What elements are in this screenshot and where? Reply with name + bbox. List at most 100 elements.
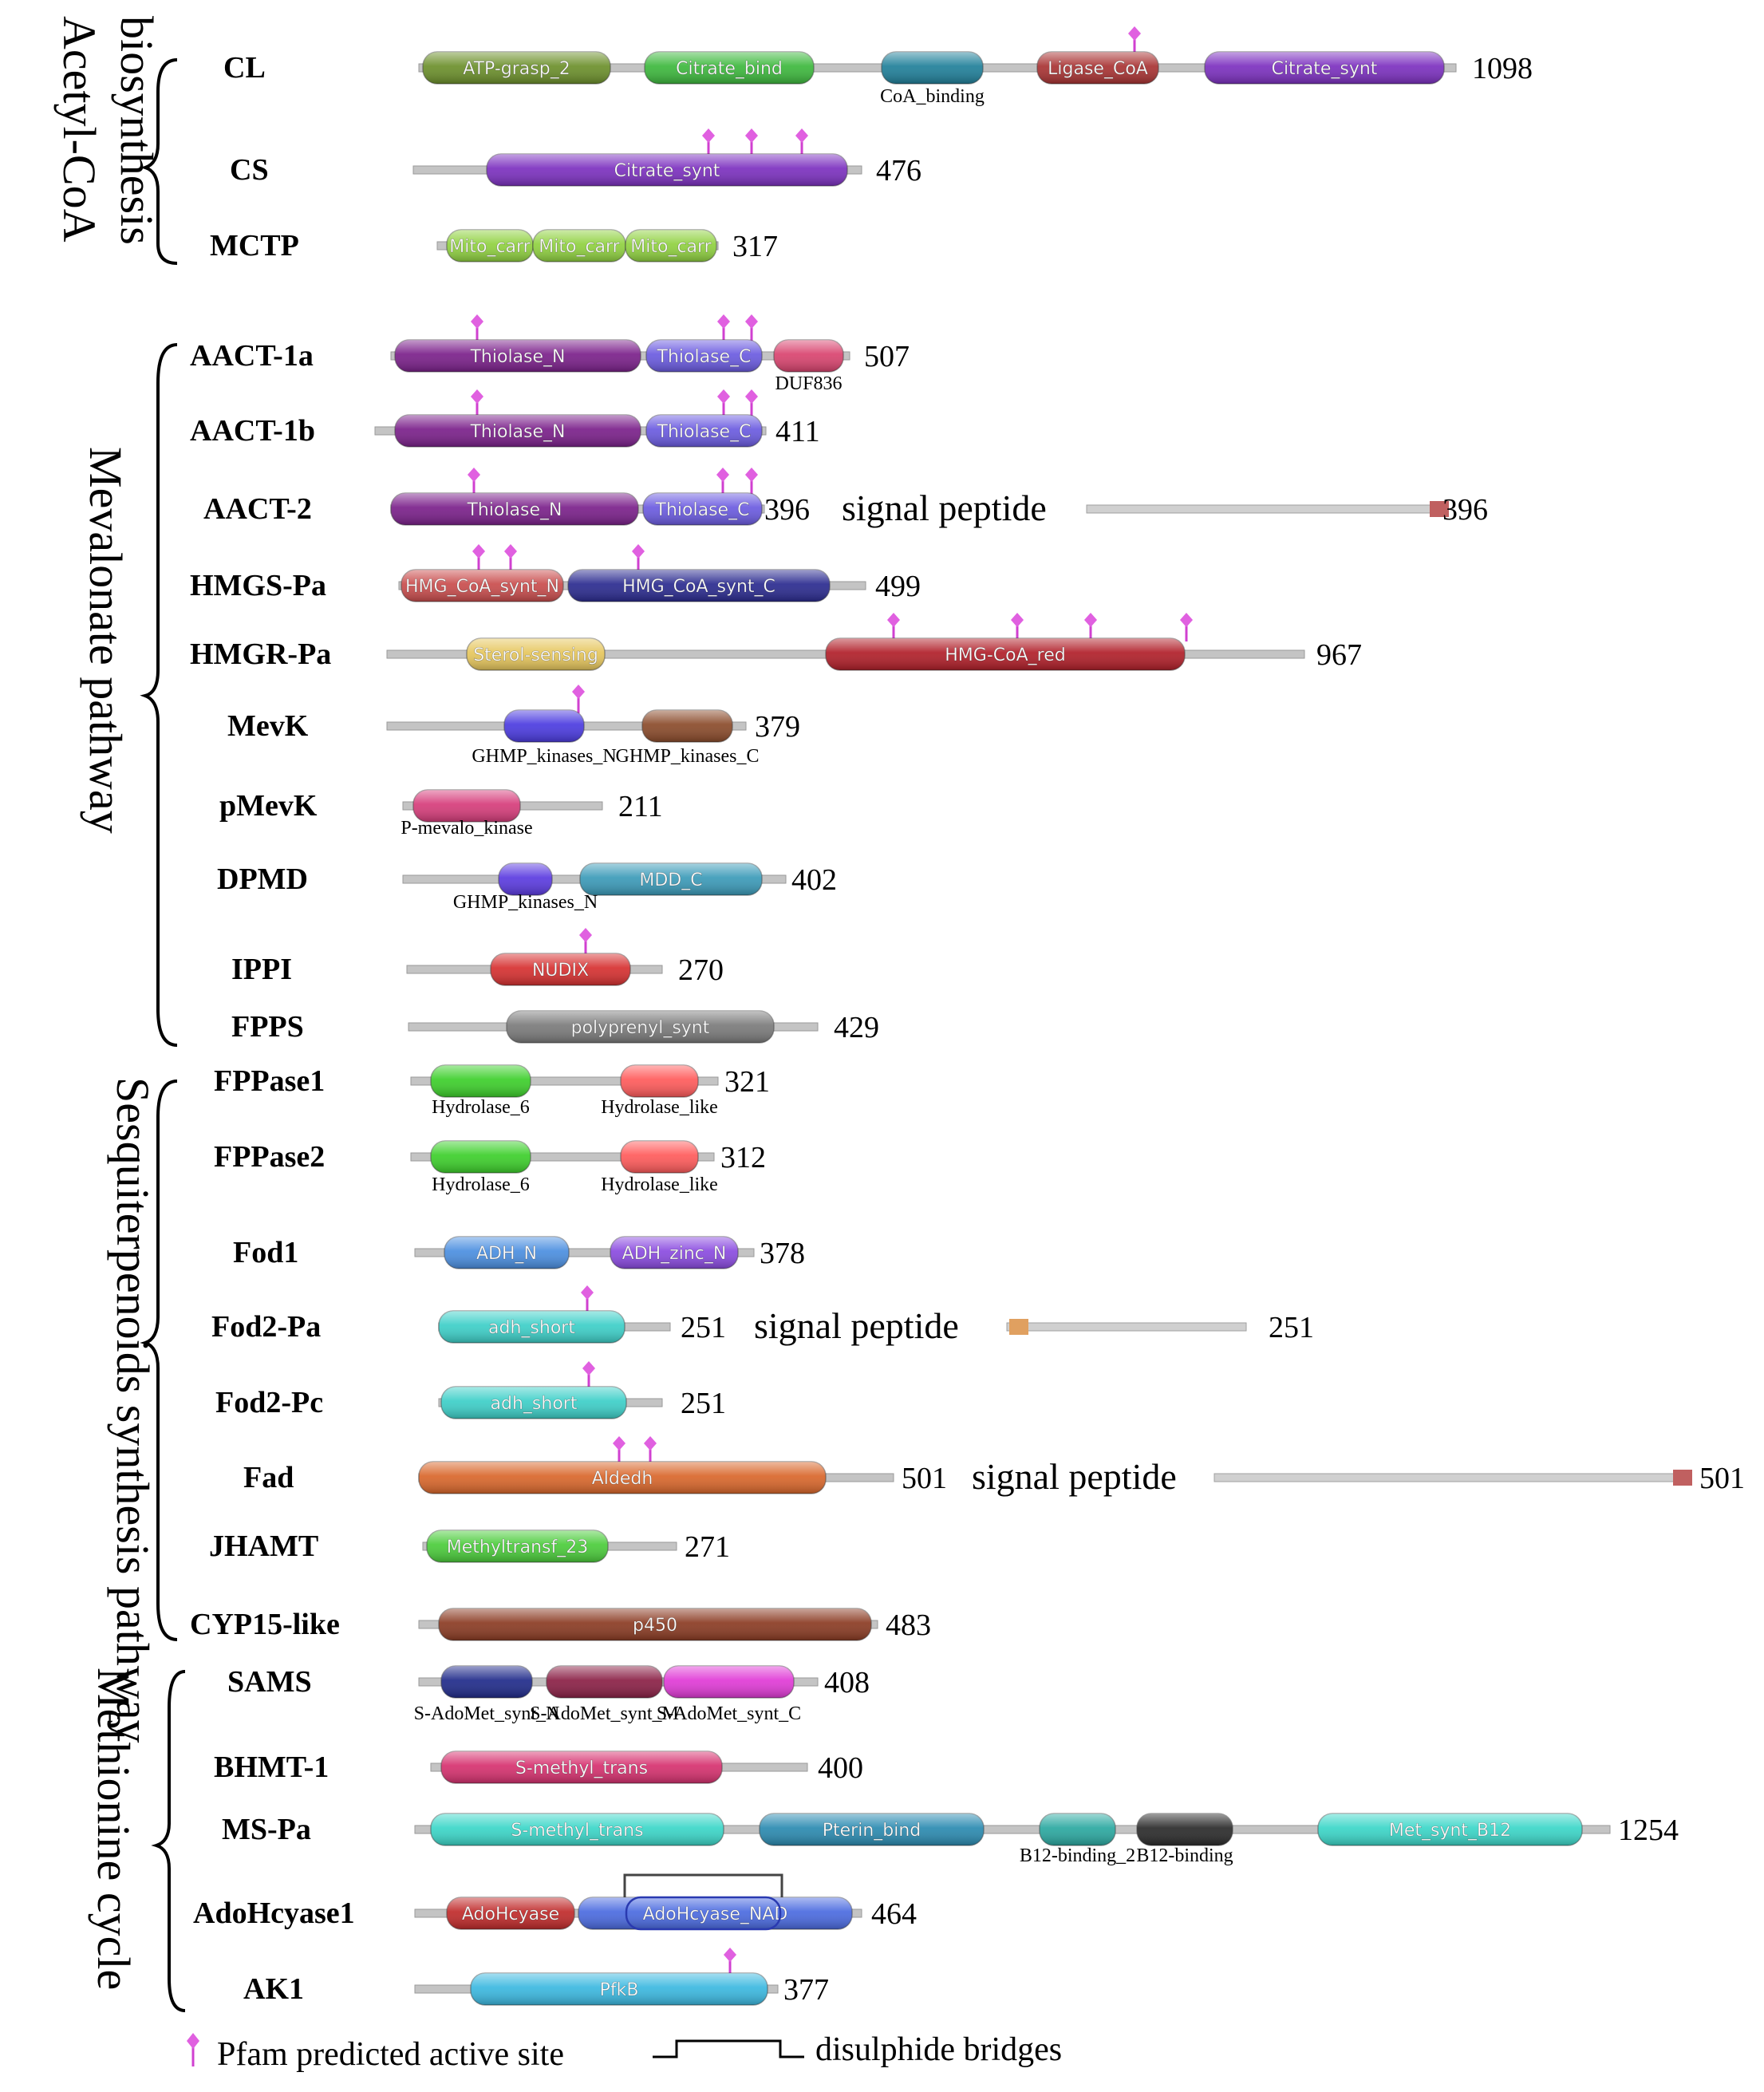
group-bracket [140,58,178,265]
domain-methyltransf-23: Methyltransf_23 [426,1530,609,1563]
protein-name: FPPS [231,1010,304,1044]
domain-label: HMG_CoA_synt_N [405,577,559,597]
protein-name: AdoHcyase1 [193,1897,355,1930]
group-bracket [151,1670,186,2012]
active-site-marker [702,128,715,143]
domain-aldedh: Aldedh [418,1461,827,1494]
domain-adh-n: ADH_N [444,1236,570,1269]
protein-length: 476 [876,154,921,187]
domain-p-mevalo-kinase: P-mevalo_kinase [401,789,533,839]
domain-gloss [547,1666,662,1698]
signal-peptide-marker [1673,1470,1692,1486]
group-label-line: Acetyl-CoA [53,16,105,243]
domain-adh-short: adh_short [440,1386,627,1419]
protein-row-hmgr-pa: HMGR-Pa Sterol-sensing HMG-CoA_red 967 [190,613,1362,672]
domain-thiolase-n: Thiolase_N [394,414,641,448]
protein-length: 396 [764,493,810,527]
legend-active-site: Pfam predicted active site [187,2033,564,2073]
domain-gloss [491,953,630,985]
domain-gloss [441,1666,532,1698]
domain-label: HMG_CoA_synt_C [622,577,775,597]
protein-row-adohcyase1: AdoHcyase1 AdoHcyase AdoHcyase_NAD 464 [193,1873,917,1931]
domain-adohcyase-nad: AdoHcyase_NAD [578,1897,853,1930]
protein-length: 377 [783,1973,829,2007]
signal-peptide-marker [1430,501,1449,517]
domain-gloss [395,340,641,372]
group-label-acetyl-coa: Acetyl-CoA biosynthesis [53,16,163,245]
protein-name: CL [223,51,266,85]
domain-ligase-coa: Ligase_CoA [1036,51,1159,85]
domain-label: Mito_carr [630,237,712,257]
protein-row-mctp: MCTP Mito_carr Mito_carr Mito_carr 317 [210,229,778,263]
protein-length: 429 [834,1011,879,1044]
domain-label: Pterin_bind [823,1821,921,1841]
protein-name: FPPase2 [214,1140,325,1174]
protein-name: CYP15-like [190,1608,340,1641]
domain-gloss [504,710,584,742]
active-site-marker [887,613,900,627]
domain-label: GHMP_kinases_N [472,746,616,767]
domain-gloss [621,1141,698,1173]
active-site-marker [745,314,758,329]
group-acetyl-coa: Acetyl-CoA biosynthesis [53,16,178,265]
protein-row-fod1: Fod1 ADH_N ADH_zinc_N 378 [233,1236,805,1270]
domain-label: Hydrolase_6 [432,1097,530,1118]
protein-name: AK1 [243,1972,304,2006]
domain-met-synt-b12: Met_synt_B12 [1317,1813,1583,1846]
domain-label: S-AdoMet_synt_M [530,1703,679,1724]
domain-gloss [471,1973,768,2005]
protein-name: HMGS-Pa [190,569,326,602]
protein-row-jhamt: JHAMT Methyltransf_23 271 [209,1530,730,1564]
protein-name: AACT-1b [190,414,315,448]
protein-length: 483 [886,1608,931,1642]
group-label-mevalonate: Mevalonate pathway [80,447,132,834]
domain-label: adh_short [491,1394,578,1414]
domain-label: Sterol-sensing [473,645,598,665]
protein-row-sams: SAMS S-AdoMet_synt_NS-AdoMet_synt_MS-AdoM… [227,1665,870,1724]
domain-gloss [643,493,762,525]
domain-gloss [826,638,1185,670]
domain-gloss [774,340,843,372]
domain-label: Ligase_CoA [1048,59,1148,79]
domain-hydrolase-6: Hydrolase_6 [430,1064,531,1118]
domain-gloss [427,1530,608,1562]
protein-length: 270 [678,953,724,987]
domain-gloss [568,570,830,602]
protein-row-cs: CS Citrate_synt 476 [230,128,921,187]
domain-mito-carr: Mito_carr [625,229,717,262]
domain-thiolase-c: Thiolase_C [645,339,763,373]
protein-name: JHAMT [209,1530,318,1563]
active-site-marker [504,544,517,559]
domain-sterol-sensing: Sterol-sensing [466,637,606,671]
active-site-marker [468,468,480,482]
domain-s-adomet-synt-m: S-AdoMet_synt_M [530,1665,679,1724]
active-site-marker [1011,613,1024,627]
active-site-marker [795,128,808,143]
domain-label: Mito_carr [449,237,531,257]
domain-gloss [423,52,610,84]
domain-s-adomet-synt-c: S-AdoMet_synt_C [657,1665,801,1724]
protein-length: 402 [791,863,837,897]
domain-label: polyprenyl_synt [571,1018,710,1038]
protein-length: 321 [724,1065,770,1099]
protein-length: 378 [760,1237,805,1270]
domain-label: B12-binding_2 [1020,1845,1135,1866]
protein-row-hmgs-pa: HMGS-Pa HMG_CoA_synt_N HMG_CoA_synt_C 499 [190,544,921,603]
protein-name: MS-Pa [222,1813,311,1846]
group-mevalonate: Mevalonate pathway [80,343,178,1047]
protein-name: CS [230,153,269,187]
active-site-marker [716,468,729,482]
signal-peptide-label: signal peptide [842,487,1047,528]
active-site-marker [472,544,485,559]
active-site-marker [471,314,483,329]
domain-gloss [578,1897,852,1929]
domain-s-methyl-trans: S-methyl_trans [440,1751,723,1784]
active-site-marker [745,389,758,404]
domain-gloss [413,790,520,822]
domain-gloss [645,52,814,84]
domain-adh-zinc-n: ADH_zinc_N [610,1236,739,1269]
signal-backbone [1213,1473,1680,1482]
domain-hmg-coa-synt-n: HMG_CoA_synt_N [401,569,564,602]
domain-atp-grasp-2: ATP-grasp_2 [422,51,611,85]
protein-name: MevK [227,709,309,743]
